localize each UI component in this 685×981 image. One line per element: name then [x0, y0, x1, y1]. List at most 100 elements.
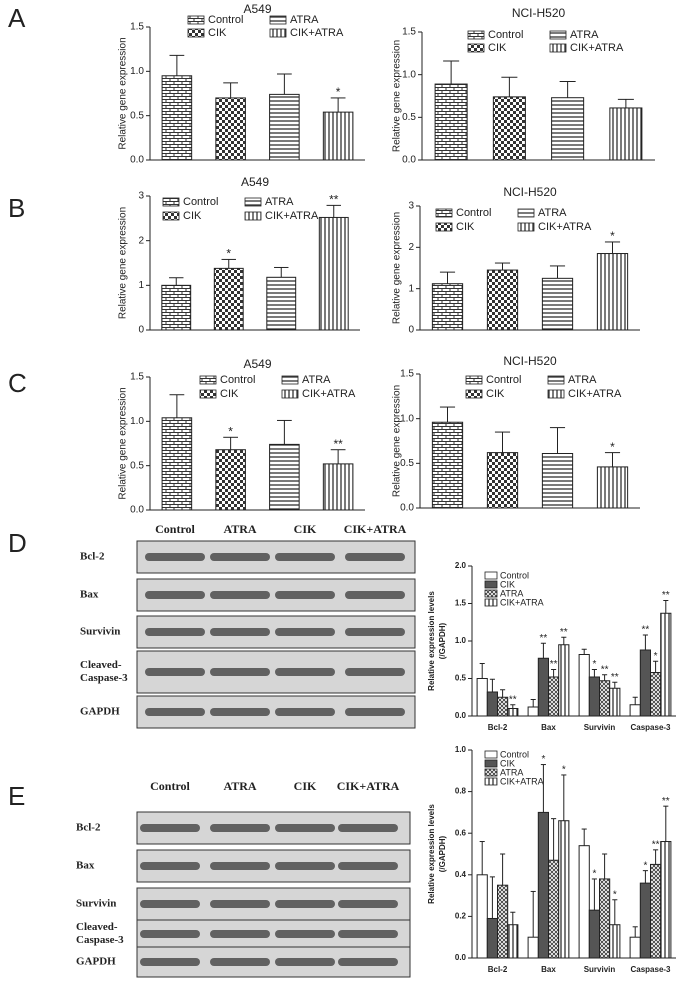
bar — [507, 924, 519, 959]
blot-band — [145, 708, 205, 716]
blot-band — [210, 553, 270, 561]
legend-label: CIK — [183, 210, 202, 222]
y-tick-label: 2.0 — [455, 561, 467, 570]
blot-band — [145, 553, 205, 561]
legend-swatch — [435, 222, 453, 232]
legend-swatch — [549, 30, 567, 40]
x-tick-label: Caspase-3 — [630, 965, 671, 974]
blot-band — [145, 591, 205, 599]
y-tick-label: 1.5 — [455, 599, 467, 608]
significance-label: ** — [601, 664, 609, 675]
legend-swatch — [484, 589, 498, 598]
y-tick-label: 1.5 — [400, 369, 414, 380]
y-axis-label: (/GAPDH) — [438, 835, 447, 872]
bar — [497, 884, 509, 959]
blot-band — [210, 958, 270, 966]
blot-band — [145, 668, 205, 676]
significance-label: ** — [652, 839, 660, 850]
bar — [266, 276, 297, 331]
legend-swatch — [484, 759, 498, 768]
protein-label: Bax — [80, 589, 99, 601]
legend-label: CIK+ATRA — [302, 388, 356, 400]
legend-swatch — [269, 15, 287, 25]
blot-band — [210, 900, 270, 908]
bar — [527, 936, 539, 959]
bar — [558, 644, 570, 717]
lane-label: Control — [150, 779, 190, 793]
y-tick-label: 0.0 — [400, 503, 414, 514]
chart-title: NCI-H520 — [503, 185, 557, 199]
bar — [507, 708, 519, 717]
blot-band — [145, 628, 205, 636]
bar — [318, 216, 349, 331]
y-tick-label: 0.2 — [455, 912, 467, 921]
legend-label: CIK+ATRA — [570, 42, 624, 54]
bar — [609, 687, 621, 717]
legend-label: ATRA — [568, 374, 597, 386]
western-blot: Control ATRA CIK CIK+ATRA Bcl-2 Bax Survivin Cl… — [76, 779, 411, 978]
protein-label: Bax — [76, 860, 95, 872]
blot-band — [140, 958, 200, 966]
legend-swatch — [467, 43, 485, 53]
chart-title: NCI-H520 — [503, 354, 557, 368]
legend-label: CIK — [456, 221, 475, 233]
protein-label: Cleaved- — [80, 659, 122, 671]
y-tick-label: 0.0 — [455, 953, 467, 962]
legend-swatch — [435, 208, 453, 218]
chart-title: A549 — [243, 2, 271, 16]
blot-band — [275, 628, 335, 636]
legend-label: CIK — [220, 388, 239, 400]
blot-band — [140, 900, 200, 908]
bar — [269, 443, 300, 511]
bar — [486, 269, 519, 331]
bar — [269, 93, 300, 161]
significance-label: * — [562, 765, 566, 776]
legend-swatch — [244, 211, 262, 221]
legend-swatch — [549, 43, 567, 53]
legend-swatch — [269, 28, 287, 38]
bar — [431, 421, 464, 509]
bar — [578, 845, 590, 959]
legend-swatch — [484, 598, 498, 607]
blot-band — [275, 958, 335, 966]
legend-swatch — [484, 768, 498, 777]
legend-swatch — [199, 375, 217, 385]
bar — [541, 277, 574, 331]
protein-label: Caspase-3 — [80, 672, 128, 684]
y-axis-label: Relative gene expression — [118, 207, 129, 319]
legend-label: CIK+ATRA — [265, 210, 319, 222]
bar — [551, 97, 585, 161]
bar — [548, 859, 560, 959]
legend-swatch — [484, 777, 498, 786]
panel-label: A — [8, 3, 26, 33]
y-tick-label: 0.5 — [400, 458, 414, 469]
blot-band — [275, 553, 335, 561]
y-tick-label: 1.0 — [455, 636, 467, 645]
significance-label: * — [592, 869, 596, 880]
lane-label: Control — [155, 522, 195, 536]
legend-label: Control — [208, 14, 243, 26]
y-tick-label: 3 — [408, 201, 414, 212]
significance-label: ** — [662, 590, 670, 601]
bar — [629, 704, 641, 717]
blot-band — [140, 930, 200, 938]
x-tick-label: Bcl-2 — [488, 965, 508, 974]
blot-band — [210, 591, 270, 599]
y-axis-label: Relative expression levels — [427, 804, 436, 904]
legend-label: CIK — [500, 758, 515, 768]
chart: NCI-H520 Relative gene expression 0.0 0.5 1.… — [392, 354, 640, 514]
legend-label: Control — [500, 749, 529, 759]
blot-band — [338, 862, 398, 870]
legend-label: Control — [486, 374, 521, 386]
blot-band — [275, 708, 335, 716]
bar — [215, 449, 246, 511]
panel-label: C — [8, 368, 27, 398]
y-tick-label: 0 — [408, 325, 414, 336]
panel-label: D — [8, 528, 27, 558]
protein-label: Cleaved- — [76, 921, 118, 933]
chart-title: NCI-H520 — [512, 6, 566, 20]
bar — [431, 283, 464, 331]
significance-label: ** — [560, 627, 568, 638]
y-tick-label: 0.0 — [455, 711, 467, 720]
y-tick-label: 1.0 — [130, 66, 144, 77]
